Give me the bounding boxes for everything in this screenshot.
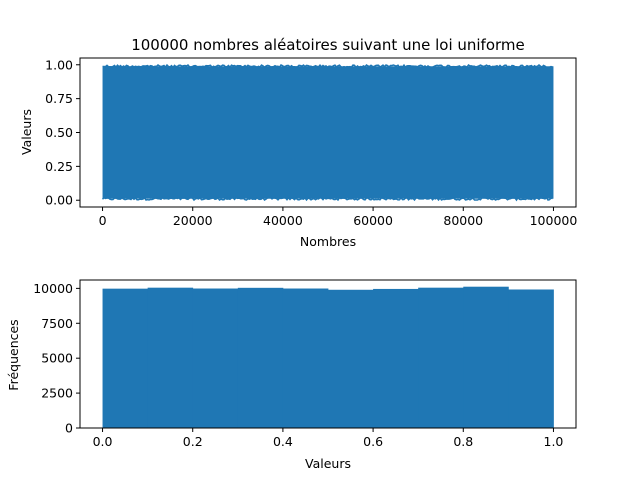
x-axis-label: Valeurs — [305, 456, 351, 471]
x-tick-label: 0.4 — [273, 434, 293, 449]
histogram-bar — [373, 288, 419, 428]
histogram-bar — [237, 287, 284, 428]
y-axis-ticks: 0.00 0.25 0.50 0.75 1.00 — [45, 57, 80, 208]
x-axis-ticks: 0.0 0.2 0.4 0.6 0.8 1.0 — [93, 428, 564, 449]
y-tick-label: 0.00 — [45, 193, 73, 208]
histogram-bar — [328, 289, 374, 428]
x-tick-label: 1.0 — [544, 434, 564, 449]
series-bottom-edge — [101, 196, 553, 202]
y-tick-label: 0.25 — [45, 159, 73, 174]
random-values-line — [102, 66, 554, 199]
random-values-plot: 100000 nombres aléatoires suivant une lo… — [19, 36, 577, 249]
histogram-bar — [508, 289, 554, 428]
y-tick-label: 10000 — [33, 281, 73, 296]
histogram-bar — [282, 288, 329, 428]
x-tick-label: 0.2 — [183, 434, 203, 449]
x-tick-label: 0.8 — [453, 434, 473, 449]
x-tick-label: 40000 — [263, 213, 303, 228]
histogram-bars — [102, 286, 554, 428]
y-tick-label: 5000 — [41, 351, 73, 366]
y-axis-ticks: 0 2500 5000 7500 10000 — [33, 281, 80, 436]
y-tick-label: 2500 — [41, 386, 73, 401]
y-tick-label: 0.75 — [45, 91, 73, 106]
x-tick-label: 60000 — [353, 213, 393, 228]
histogram-bar — [102, 288, 149, 428]
x-tick-label: 80000 — [443, 213, 483, 228]
y-tick-label: 1.00 — [45, 57, 73, 72]
x-tick-label: 20000 — [173, 213, 213, 228]
y-tick-label: 0 — [65, 421, 73, 436]
y-tick-label: 0.50 — [45, 125, 73, 140]
histogram-bar — [192, 288, 239, 428]
histogram-plot: 0.0 0.2 0.4 0.6 0.8 1.0 0 2500 5000 7500 10000 Va… — [6, 279, 577, 471]
x-tick-label: 0.6 — [363, 434, 383, 449]
chart-title: 100000 nombres aléatoires suivant une lo… — [131, 36, 525, 54]
histogram-bar — [463, 286, 509, 428]
series-top-edge — [102, 63, 553, 69]
y-axis-label: Fréquences — [6, 319, 21, 390]
x-tick-label: 0 — [99, 213, 107, 228]
plot-frame — [79, 279, 577, 429]
histogram-bar — [418, 287, 464, 428]
x-axis-label: Nombres — [300, 234, 356, 249]
random-values-series — [101, 63, 554, 202]
x-tick-label: 100000 — [530, 213, 578, 228]
y-axis-label: Valeurs — [19, 109, 34, 155]
x-tick-label: 0.0 — [93, 434, 113, 449]
y-tick-label: 7500 — [41, 316, 73, 331]
x-axis-ticks: 0 20000 40000 60000 80000 100000 — [99, 207, 578, 228]
histogram-bar — [147, 287, 194, 428]
